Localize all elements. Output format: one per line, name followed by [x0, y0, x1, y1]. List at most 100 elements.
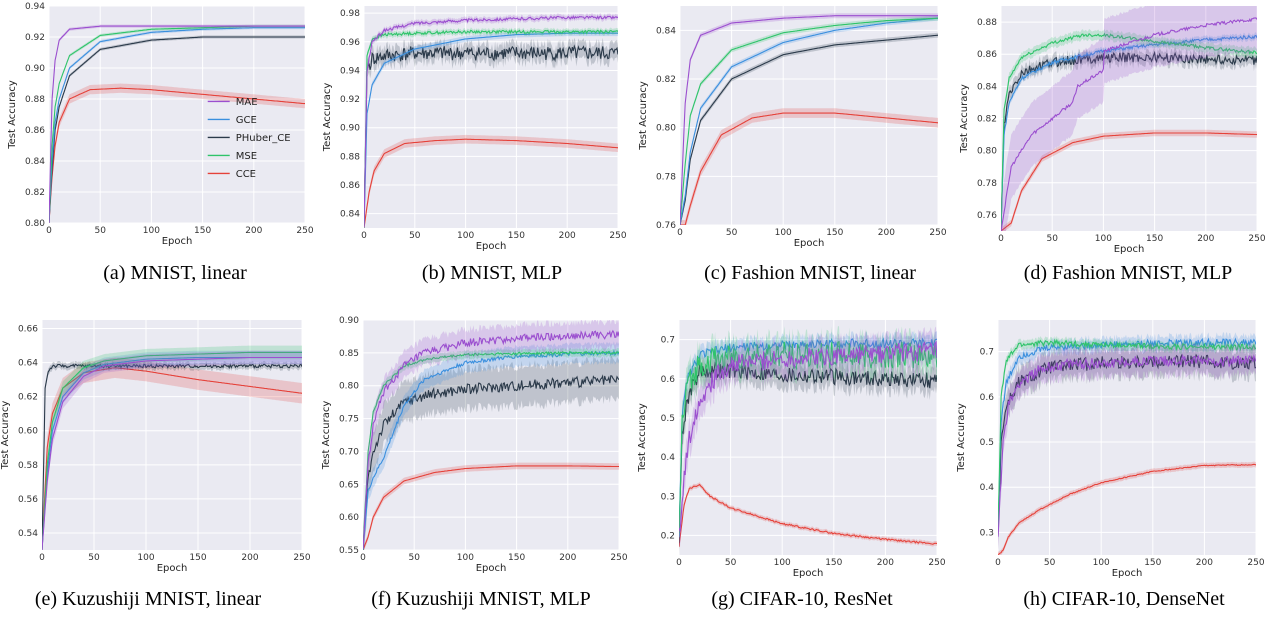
y-tick-label: 0.86: [340, 181, 360, 191]
y-tick-label: 0.84: [656, 26, 676, 36]
series-line-cce: [680, 112, 938, 225]
series-line-gce: [679, 337, 937, 538]
series-line-cce: [363, 465, 619, 550]
series-band-cce: [42, 357, 302, 550]
x-axis-label: Epoch: [793, 568, 824, 579]
y-tick-label: 0.82: [977, 115, 997, 125]
x-tick-label: 200: [1197, 234, 1214, 244]
chart-panel-h: 0 50 100 150 200 250 0.3 0.4 0.5 0.6 0.7 Epoch Test …: [956, 320, 1265, 579]
chart-panel-g: 0 50 100 150 200 250 0.2 0.3 0.4 0.5 0.6 0.7 Epoch Te…: [637, 320, 946, 579]
series-band-phuber_ce: [363, 356, 619, 550]
plot-area: [998, 320, 1256, 555]
x-tick-label: 250: [1248, 234, 1265, 244]
series-line-mse: [42, 351, 302, 550]
y-tick-label: 0.84: [25, 157, 45, 167]
x-tick-label: 100: [457, 231, 474, 241]
y-axis-label: Test Accuracy: [637, 403, 648, 473]
y-tick-label: 0.85: [339, 349, 359, 359]
caption-g: (g) CIFAR-10, ResNet: [711, 588, 893, 610]
y-tick-label: 0.60: [18, 427, 38, 437]
y-tick-label: 0.88: [340, 152, 360, 162]
series-band-phuber_ce: [364, 37, 618, 228]
caption-h: (h) CIFAR-10, DenseNet: [1023, 588, 1225, 610]
x-tick-label: 100: [143, 226, 160, 236]
legend: MAE GCE PHuber_CE MSE CCE: [207, 97, 291, 180]
series-line-gce: [680, 17, 938, 225]
y-tick-label: 0.88: [977, 18, 997, 28]
x-tick-label: 150: [826, 228, 843, 238]
y-tick-label: 0.6: [661, 375, 676, 385]
y-tick-label: 0.86: [977, 50, 997, 60]
series-band-gce: [363, 341, 619, 550]
y-tick-label: 0.54: [18, 529, 38, 539]
y-tick-label: 0.3: [980, 528, 994, 538]
legend-entry: CCE: [236, 169, 256, 180]
chart-panel-d: 0 50 100 150 200 250 0.76 0.78 0.80 0.82 0.84 0.86 0…: [959, 6, 1266, 255]
x-tick-label: 150: [508, 231, 525, 241]
y-tick-label: 0.86: [25, 126, 45, 136]
series-line-phuber_ce: [1001, 50, 1257, 231]
y-tick-label: 0.3: [661, 492, 675, 502]
x-tick-label: 250: [929, 228, 946, 238]
x-tick-label: 50: [726, 228, 738, 238]
x-tick-label: 50: [408, 553, 420, 563]
y-tick-label: 0.96: [340, 38, 360, 48]
series-line-cce: [998, 463, 1256, 555]
series-line-gce: [49, 27, 305, 223]
y-tick-label: 0.5: [980, 438, 994, 448]
series-line-gce: [364, 32, 618, 228]
series-band-gce: [679, 331, 937, 546]
y-tick-label: 0.4: [661, 453, 676, 463]
x-tick-label: 200: [245, 226, 262, 236]
y-tick-label: 0.80: [977, 147, 997, 157]
plot-area: [680, 6, 938, 225]
x-tick-label: 200: [241, 553, 258, 563]
series-line-cce: [1001, 132, 1257, 231]
x-tick-label: 200: [877, 558, 894, 568]
y-tick-label: 0.76: [656, 221, 676, 231]
x-tick-label: 200: [559, 553, 576, 563]
x-tick-label: 150: [825, 558, 842, 568]
y-tick-label: 0.90: [340, 124, 360, 134]
x-tick-label: 100: [457, 553, 474, 563]
x-tick-label: 0: [361, 231, 367, 241]
x-tick-label: 250: [928, 558, 945, 568]
x-tick-label: 150: [1146, 234, 1163, 244]
x-tick-label: 200: [878, 228, 895, 238]
series-line-mae: [1001, 17, 1257, 231]
x-axis-label: Epoch: [157, 563, 188, 574]
y-tick-label: 0.84: [340, 210, 360, 220]
x-tick-label: 100: [137, 553, 154, 563]
series-line-mae: [998, 353, 1256, 537]
x-tick-label: 150: [508, 553, 525, 563]
y-tick-label: 0.90: [25, 64, 45, 74]
legend-entry: MSE: [236, 151, 257, 162]
series-band-cce: [364, 134, 618, 228]
x-tick-label: 250: [609, 231, 626, 241]
series-band-phuber_ce: [1001, 46, 1257, 231]
x-tick-label: 50: [725, 558, 737, 568]
series-band-mae: [680, 13, 938, 225]
y-tick-label: 0.90: [339, 316, 359, 326]
x-tick-label: 100: [1095, 234, 1112, 244]
y-tick-label: 0.80: [25, 219, 45, 229]
y-axis-label: Test Accuracy: [7, 80, 18, 150]
x-tick-label: 100: [1093, 558, 1110, 568]
chart-panel-e: 0 50 100 150 200 250 0.54 0.56 0.58 0.60 0.62 0.64 0…: [0, 320, 311, 574]
y-tick-label: 0.78: [977, 179, 997, 189]
series-line-mae: [364, 15, 618, 228]
x-tick-label: 0: [998, 234, 1004, 244]
series-line-mae: [680, 15, 938, 225]
x-tick-label: 0: [46, 226, 52, 236]
series-line-gce: [1001, 34, 1257, 231]
x-tick-label: 50: [94, 226, 106, 236]
y-tick-label: 0.98: [340, 9, 360, 19]
series-line-phuber_ce: [363, 374, 619, 548]
y-axis-label: Test Accuracy: [956, 403, 967, 473]
x-tick-label: 150: [194, 226, 211, 236]
x-tick-label: 200: [1196, 558, 1213, 568]
series-line-mse: [998, 338, 1256, 531]
x-tick-label: 0: [677, 228, 683, 238]
y-tick-label: 0.7: [980, 348, 994, 358]
x-tick-label: 100: [774, 558, 791, 568]
